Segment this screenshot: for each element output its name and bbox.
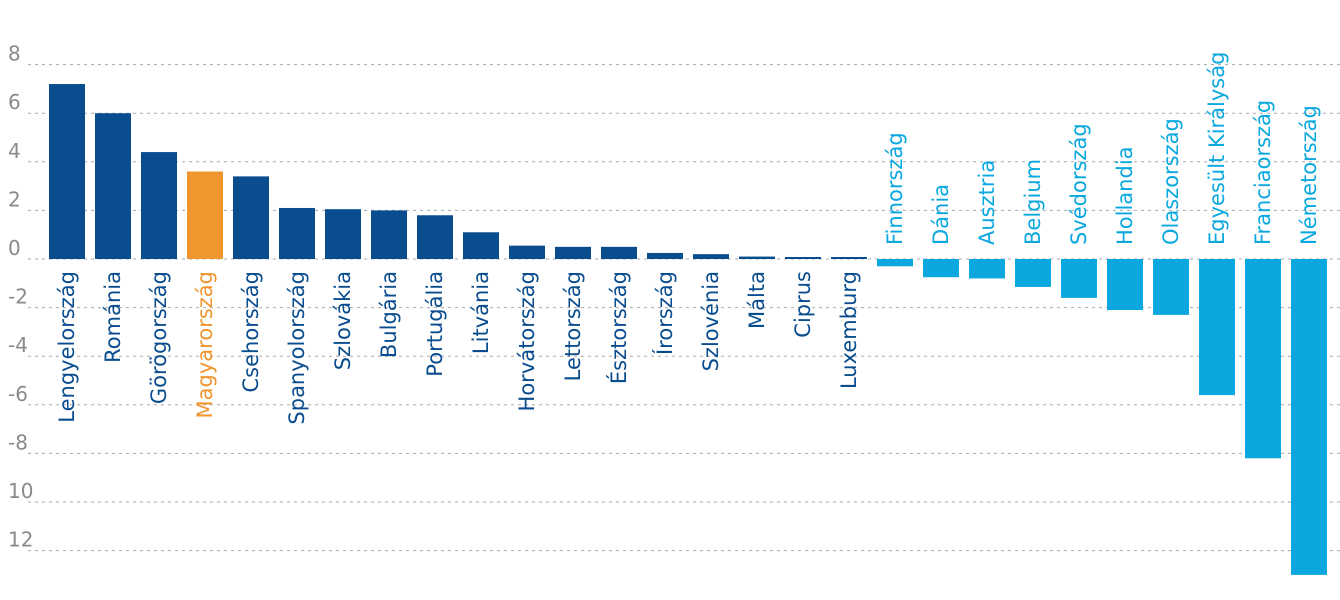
category-label: Egyesült Királyság <box>1205 52 1229 245</box>
bar <box>1199 259 1235 396</box>
bar <box>647 252 683 259</box>
bar <box>739 256 775 259</box>
y-tick-label: -6 <box>8 382 28 406</box>
bar <box>923 259 959 278</box>
category-label: Belgium <box>1021 159 1045 245</box>
category-label: Görögország <box>147 271 171 404</box>
bar <box>785 257 821 259</box>
category-label: Spanyolország <box>285 271 309 425</box>
y-tick-label: 6 <box>8 90 21 114</box>
category-label: Ciprus <box>791 271 815 338</box>
category-label: Horvátország <box>515 271 539 411</box>
bar <box>95 113 131 259</box>
category-label: Ausztria <box>975 160 999 245</box>
category-label: Hollandia <box>1113 146 1137 245</box>
category-label: Dánia <box>929 184 953 245</box>
bar <box>831 257 867 259</box>
category-label: Portugália <box>423 271 447 377</box>
y-tick-label: 0 <box>8 236 21 260</box>
bar <box>187 171 223 259</box>
category-label: Málta <box>745 271 769 329</box>
y-tick-label: -4 <box>8 333 28 357</box>
bar <box>877 259 913 267</box>
bar <box>1015 259 1051 287</box>
y-tick-label: 2 <box>8 187 21 211</box>
y-tick-label: -2 <box>8 285 28 309</box>
y-tick-label: 12 <box>8 528 33 552</box>
category-label: Írország <box>652 271 677 355</box>
bar <box>417 215 453 259</box>
category-labels: Lengyelország Románia Görögország Magyarors… <box>55 52 1321 425</box>
bar <box>279 207 315 259</box>
bar <box>1107 259 1143 311</box>
category-label: Svédország <box>1067 123 1091 245</box>
y-tick-label: 10 <box>8 479 33 503</box>
bars <box>49 84 1327 575</box>
y-tick-label: 4 <box>8 139 21 163</box>
bar <box>49 84 85 259</box>
category-label: Olaszország <box>1159 118 1183 245</box>
category-label: Németország <box>1297 105 1321 245</box>
category-label: Franciaország <box>1251 100 1275 245</box>
bar <box>601 246 637 259</box>
category-label: Bulgária <box>377 271 401 358</box>
bar <box>141 152 177 259</box>
category-label: Finnország <box>883 132 907 245</box>
bar <box>371 210 407 259</box>
category-label: Luxemburg <box>837 271 861 389</box>
bar <box>1291 259 1327 575</box>
category-label: Észtország <box>606 271 631 384</box>
bar <box>969 259 1005 279</box>
bar <box>509 245 545 259</box>
category-label: Szlovákia <box>331 271 355 370</box>
bar <box>325 209 361 259</box>
bar <box>1153 259 1189 315</box>
bar <box>463 232 499 259</box>
category-label: Szlovénia <box>699 271 723 371</box>
category-label: Lengyelország <box>55 271 79 423</box>
bar <box>693 254 729 259</box>
gridlines <box>28 64 1340 552</box>
category-label: Magyarország <box>193 271 217 418</box>
bar <box>1061 259 1097 298</box>
y-axis-ticks: 8 6 4 2 0 -2 -4 -6 -8 10 12 <box>8 42 33 552</box>
category-label: Románia <box>101 271 125 363</box>
bar <box>555 246 591 259</box>
bar <box>233 176 269 259</box>
category-label: Litvánia <box>469 271 493 354</box>
category-label: Lettország <box>561 271 585 381</box>
category-label: Csehország <box>239 271 263 392</box>
y-tick-label: -8 <box>8 430 28 454</box>
y-tick-label: 8 <box>8 42 21 66</box>
bar <box>1245 259 1281 459</box>
